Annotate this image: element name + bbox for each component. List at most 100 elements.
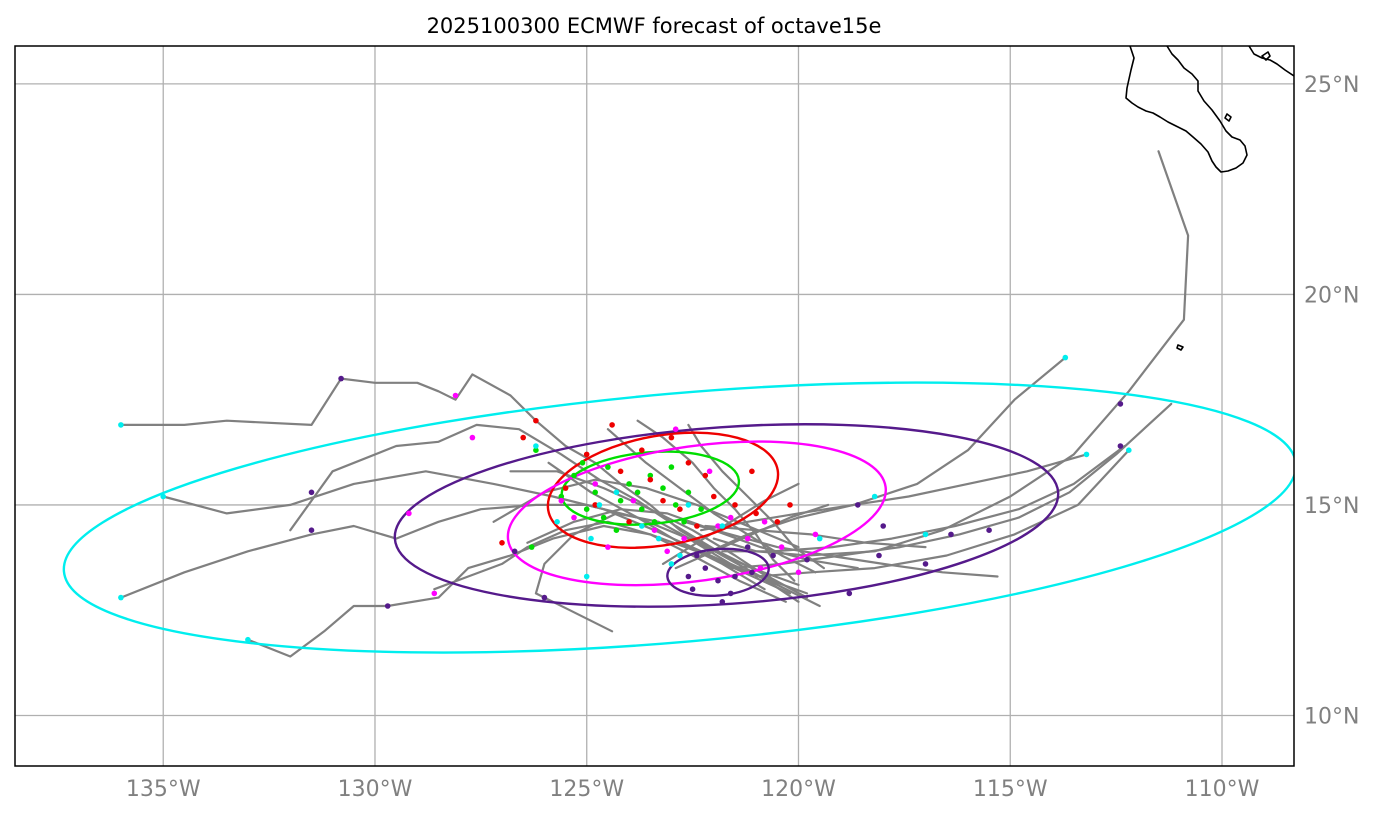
day4-position-point [880, 523, 886, 529]
lat-tick-label: 20°N [1304, 283, 1359, 308]
ensemble-track [636, 419, 796, 582]
day5-position-point [655, 535, 662, 542]
day3-position-point [744, 535, 751, 542]
ensemble-track [433, 520, 787, 603]
position-points [118, 354, 1132, 643]
ensemble-track [162, 470, 809, 595]
day5-position-point [719, 523, 726, 529]
coastline-island [1176, 344, 1184, 351]
day1-position-point [660, 485, 666, 491]
day1-position-point [600, 514, 607, 521]
day1-position-point [647, 472, 654, 479]
day2-position-point [753, 510, 759, 517]
day2-position-point [592, 502, 598, 508]
day2-position-point [668, 434, 675, 441]
day2-position-point [533, 417, 539, 424]
day2-position-point [787, 502, 793, 508]
day4-position-point [1117, 401, 1124, 407]
day5-position-point [533, 443, 539, 449]
day1-position-point [605, 464, 611, 470]
day4-position-point [744, 544, 751, 550]
coastline-baja-california [1125, 46, 1294, 351]
ensemble-track [712, 150, 1190, 557]
ensemble-track [509, 470, 775, 582]
lat-tick-label: 25°N [1304, 73, 1359, 98]
lon-tick-label: 125°W [549, 777, 624, 802]
day4-position-point [308, 489, 315, 496]
ensemble-track [119, 373, 800, 603]
day2-position-point [702, 472, 709, 479]
day5-position-point [118, 594, 124, 601]
day3-position-point [727, 514, 734, 521]
ensemble-track [606, 428, 817, 574]
day4-position-point [855, 502, 861, 508]
day4-inner-ellipse [666, 547, 770, 598]
lon-tick-label: 120°W [761, 777, 836, 802]
ensemble-track [699, 453, 1088, 532]
day5-position-point [871, 493, 878, 500]
day4-position-point [986, 527, 992, 533]
day4-position-point [770, 552, 776, 559]
day2-position-point [562, 485, 569, 491]
day2-position-point [774, 519, 781, 525]
day1-position-point [558, 493, 565, 500]
day2-position-point [647, 476, 654, 483]
day4-position-point [511, 548, 518, 555]
day4-position-point [732, 573, 738, 580]
ensemble-track [682, 520, 999, 578]
day3-position-point [761, 519, 768, 525]
day2-position-point [711, 493, 717, 500]
day4-position-point [308, 527, 315, 533]
day2-position-point [609, 422, 615, 428]
day3-position-point [664, 548, 670, 555]
lon-tick-label: 115°W [973, 777, 1048, 802]
day5-position-point [816, 535, 823, 542]
day4-position-point [338, 375, 344, 382]
ensemble-track [729, 402, 1173, 570]
day1-position-point [533, 447, 539, 454]
ensemble-track [119, 503, 821, 608]
day5-position-point [677, 552, 683, 559]
day2-position-point [685, 460, 692, 466]
day5-position-point [1126, 447, 1132, 454]
day1-position-point [698, 506, 704, 512]
day4-position-point [715, 577, 721, 584]
day4-position-point [749, 569, 755, 576]
coastline-island [1224, 113, 1232, 122]
day4-position-point [727, 590, 734, 597]
day1-position-point [626, 481, 632, 487]
day3-position-point [715, 523, 721, 529]
day5-position-point [245, 636, 251, 643]
day3-position-point [630, 497, 637, 504]
day3-position-point [778, 544, 785, 550]
ensemble-tracks [119, 150, 1190, 658]
day4-position-point [719, 599, 726, 605]
tick-labels: 135°W 130°W 125°W 120°W 115°W 110°W 10°N 15°N 20… [126, 73, 1360, 802]
day2-position-point [749, 468, 755, 475]
day2-position-point [732, 502, 738, 508]
day4-position-point [694, 552, 700, 559]
day5-position-point [922, 531, 929, 538]
day2-position-point [694, 523, 700, 529]
chart-title: 2025100300 ECMWF forecast of octave15e [427, 14, 882, 38]
day3-position-point [571, 514, 577, 521]
day3-position-point [651, 527, 658, 533]
day3-position-point [469, 434, 476, 441]
day4-position-point [804, 556, 810, 563]
day2-position-point [583, 451, 590, 458]
lon-tick-label: 110°W [1185, 777, 1260, 802]
day5-position-point [588, 535, 594, 542]
day4-position-point [689, 586, 696, 592]
day3-position-point [558, 497, 565, 504]
day5-position-point [554, 519, 560, 525]
day2-ellipse [546, 431, 780, 549]
day2-position-point [639, 447, 645, 454]
day3-position-point [812, 531, 819, 538]
ensemble-track [289, 423, 809, 599]
coastline-mainland [1248, 46, 1294, 77]
day5-position-point [583, 573, 590, 580]
day5-position-point [1062, 354, 1069, 361]
day1-position-point [617, 497, 624, 504]
day3-position-point [672, 426, 679, 433]
